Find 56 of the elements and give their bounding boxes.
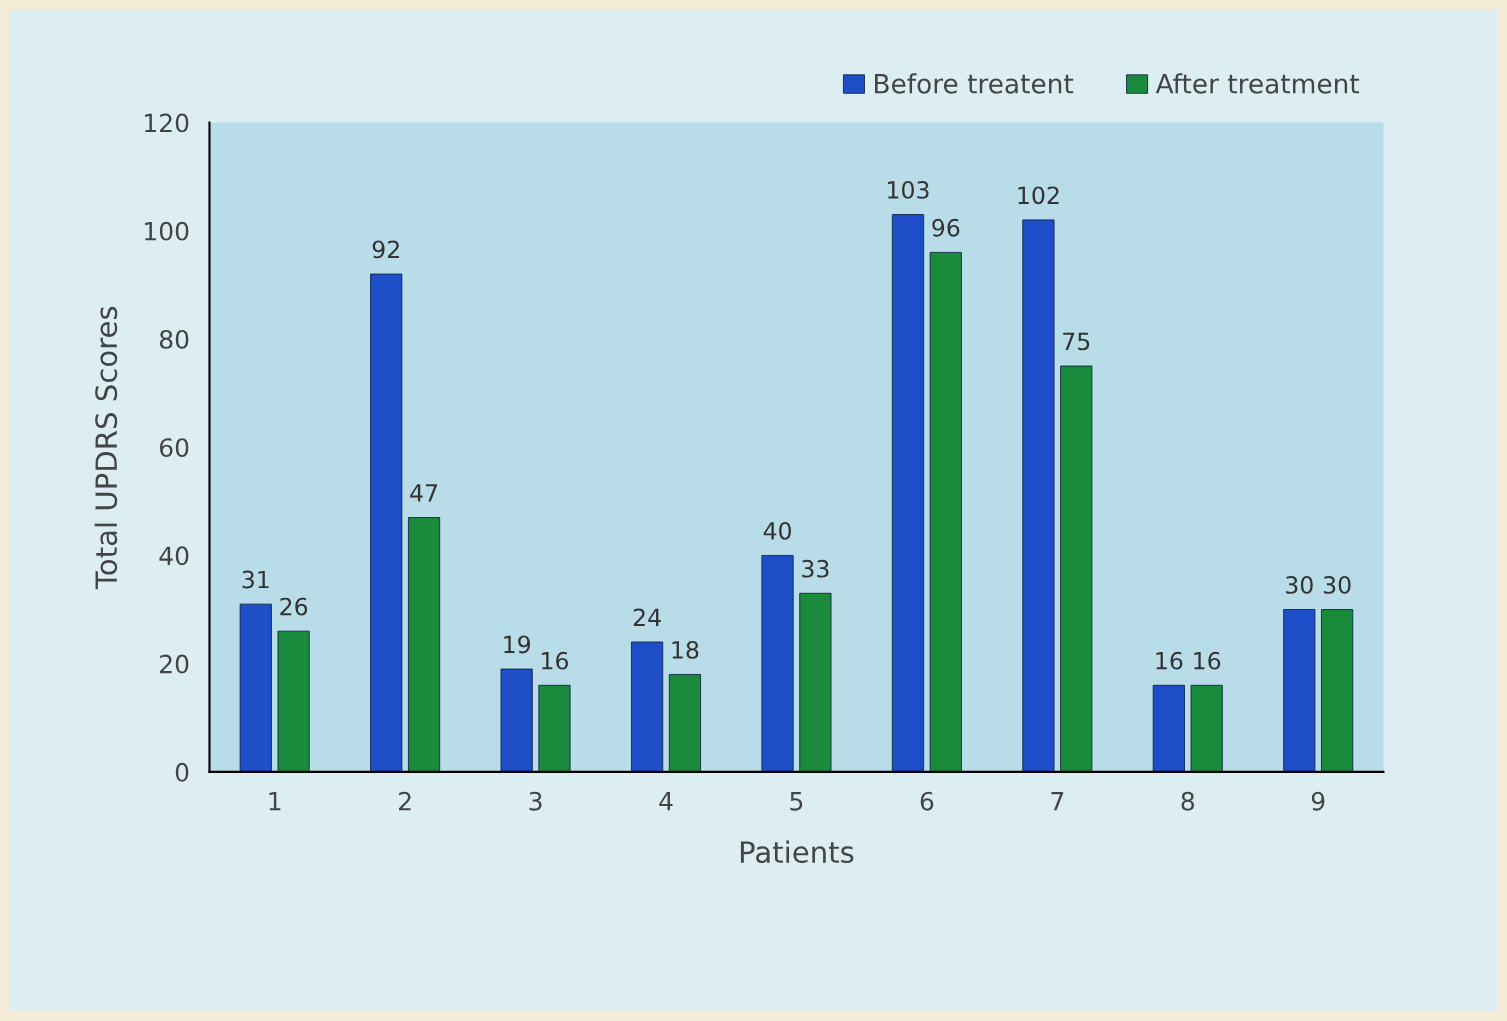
- data-label: 102: [1018, 186, 1059, 205]
- y-tick-label: 20: [160, 654, 189, 674]
- x-axis-title: Patients: [740, 840, 854, 864]
- data-label: 47: [410, 484, 438, 502]
- legend-label: After treatment: [1155, 73, 1360, 94]
- x-tick-label: 3: [529, 791, 542, 811]
- data-label: 16: [1194, 651, 1221, 670]
- bar: [1022, 219, 1055, 772]
- bar: [668, 674, 701, 772]
- bar: [761, 555, 794, 772]
- data-label: 16: [542, 651, 569, 670]
- data-label: 26: [280, 597, 308, 616]
- bar: [1060, 365, 1093, 772]
- x-tick-label: 7: [1051, 792, 1064, 811]
- y-tick-label: 100: [145, 221, 189, 241]
- bar: [1152, 684, 1185, 772]
- bar: [538, 684, 571, 772]
- data-label: 30: [1286, 575, 1313, 594]
- bar: [500, 668, 533, 772]
- bar: [1283, 609, 1316, 772]
- y-tick-label: 120: [145, 113, 189, 133]
- bar: [370, 273, 403, 772]
- x-tick-label: 8: [1181, 791, 1195, 811]
- data-label: 75: [1063, 332, 1090, 351]
- data-label: 96: [932, 218, 960, 237]
- y-tick-label: 0: [175, 762, 189, 782]
- bar: [239, 603, 272, 772]
- x-tick-label: 9: [1311, 791, 1325, 811]
- data-label: 92: [372, 240, 399, 259]
- y-axis-title: Total UPDRS Scores: [94, 306, 118, 590]
- x-tick-label: 5: [790, 792, 803, 811]
- bar: [407, 517, 441, 772]
- bar: [929, 251, 962, 772]
- data-label: 24: [633, 608, 661, 626]
- y-tick-label: 80: [159, 329, 189, 349]
- data-label: 33: [802, 559, 829, 578]
- data-label: 103: [888, 180, 929, 199]
- x-tick-label: 2: [399, 791, 411, 811]
- data-label: 19: [504, 635, 531, 654]
- y-tick-label: 40: [159, 546, 189, 566]
- data-label: 16: [1156, 651, 1183, 670]
- legend-label: Before treatent: [875, 73, 1074, 94]
- x-tick-label: 4: [659, 792, 673, 811]
- data-label: 30: [1323, 575, 1351, 594]
- bar: [631, 641, 664, 772]
- x-tick-label: 1: [269, 792, 281, 811]
- bar: [1321, 609, 1354, 772]
- data-label: 18: [672, 640, 699, 659]
- data-label: 31: [242, 570, 269, 589]
- bar: [891, 214, 925, 772]
- data-label: 40: [763, 521, 791, 540]
- y-tick-label: 60: [159, 438, 189, 458]
- bar: [799, 592, 832, 772]
- bar: [277, 630, 310, 772]
- bar: [1190, 684, 1223, 772]
- x-tick-label: 6: [920, 791, 934, 811]
